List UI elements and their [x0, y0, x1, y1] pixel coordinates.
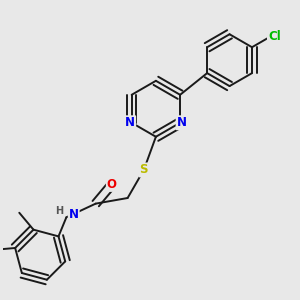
Text: H: H [55, 206, 63, 216]
Text: Cl: Cl [268, 30, 280, 44]
Text: O: O [107, 178, 117, 191]
Text: S: S [140, 164, 148, 176]
Text: N: N [177, 116, 187, 129]
Text: N: N [125, 116, 135, 129]
Text: N: N [69, 208, 79, 221]
